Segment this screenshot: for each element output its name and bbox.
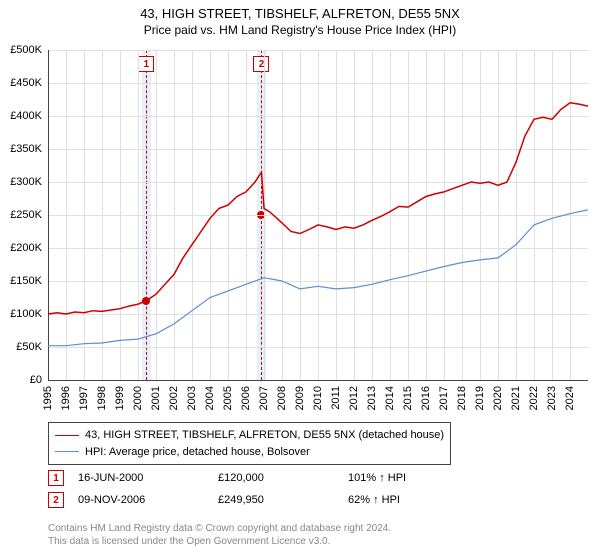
x-tick-label: 2004 xyxy=(204,386,216,410)
y-tick-label: £150K xyxy=(0,275,42,287)
x-tick-label: 2018 xyxy=(456,386,468,410)
x-tick-label: 2007 xyxy=(258,386,270,410)
gridline-h xyxy=(48,380,588,381)
x-tick-label: 2011 xyxy=(330,386,342,410)
plot-area: 12 xyxy=(48,50,588,380)
y-tick-label: £400K xyxy=(0,110,42,122)
gridline-v xyxy=(354,50,355,380)
sale-row-marker: 1 xyxy=(48,470,64,486)
gridline-v xyxy=(264,50,265,380)
sale-price: £249,950 xyxy=(218,494,348,506)
x-tick-label: 2012 xyxy=(348,386,360,410)
x-tick-label: 1996 xyxy=(60,386,72,410)
x-tick-label: 2005 xyxy=(222,386,234,410)
y-tick-label: £450K xyxy=(0,77,42,89)
sale-row: 1 16-JUN-2000£120,000101% ↑ HPI xyxy=(48,470,478,486)
gridline-v xyxy=(210,50,211,380)
legend-row: HPI: Average price, detached house, Bols… xyxy=(55,444,444,461)
legend-label: 43, HIGH STREET, TIBSHELF, ALFRETON, DE5… xyxy=(85,427,444,444)
chart-subtitle: Price paid vs. HM Land Registry's House … xyxy=(0,23,600,41)
sale-pct: 101% ↑ HPI xyxy=(348,472,478,484)
legend-box: 43, HIGH STREET, TIBSHELF, ALFRETON, DE5… xyxy=(48,422,451,465)
x-tick-label: 2015 xyxy=(402,386,414,410)
x-tick-label: 2020 xyxy=(492,386,504,410)
chart-container: 43, HIGH STREET, TIBSHELF, ALFRETON, DE5… xyxy=(0,0,600,560)
legend-label: HPI: Average price, detached house, Bols… xyxy=(85,444,310,461)
x-tick-label: 2009 xyxy=(294,386,306,410)
sale-marker-label: 2 xyxy=(253,56,269,72)
gridline-v xyxy=(336,50,337,380)
gridline-v xyxy=(390,50,391,380)
sale-pct: 62% ↑ HPI xyxy=(348,494,478,506)
y-tick-label: £250K xyxy=(0,209,42,221)
sale-price: £120,000 xyxy=(218,472,348,484)
x-tick-label: 1999 xyxy=(114,386,126,410)
y-tick-label: £300K xyxy=(0,176,42,188)
gridline-v xyxy=(462,50,463,380)
gridline-v xyxy=(426,50,427,380)
y-tick-label: £50K xyxy=(0,341,42,353)
y-tick-label: £100K xyxy=(0,308,42,320)
gridline-v xyxy=(66,50,67,380)
gridline-v xyxy=(282,50,283,380)
sale-row-marker: 2 xyxy=(48,492,64,508)
chart-title: 43, HIGH STREET, TIBSHELF, ALFRETON, DE5… xyxy=(0,0,600,23)
gridline-v xyxy=(156,50,157,380)
x-tick-label: 2016 xyxy=(420,386,432,410)
x-tick-label: 2022 xyxy=(528,386,540,410)
x-tick-label: 2002 xyxy=(168,386,180,410)
y-tick-label: £350K xyxy=(0,143,42,155)
gridline-v xyxy=(192,50,193,380)
gridline-v xyxy=(138,50,139,380)
gridline-v xyxy=(300,50,301,380)
sale-date: 09-NOV-2006 xyxy=(78,494,218,506)
legend-swatch-icon xyxy=(55,451,79,452)
x-tick-label: 2019 xyxy=(474,386,486,410)
x-tick-label: 2013 xyxy=(366,386,378,410)
gridline-v xyxy=(480,50,481,380)
x-tick-label: 2000 xyxy=(132,386,144,410)
x-tick-label: 2008 xyxy=(276,386,288,410)
footer-credits: Contains HM Land Registry data © Crown c… xyxy=(48,522,391,548)
legend-row: 43, HIGH STREET, TIBSHELF, ALFRETON, DE5… xyxy=(55,427,444,444)
gridline-v xyxy=(174,50,175,380)
gridline-v xyxy=(246,50,247,380)
gridline-v xyxy=(318,50,319,380)
legend-swatch-icon xyxy=(55,435,79,436)
sale-row: 2 09-NOV-2006£249,95062% ↑ HPI xyxy=(48,492,478,508)
gridline-v xyxy=(498,50,499,380)
x-tick-label: 2017 xyxy=(438,386,450,410)
x-tick-label: 2001 xyxy=(150,386,162,410)
x-tick-label: 2014 xyxy=(384,386,396,410)
gridline-v xyxy=(372,50,373,380)
gridline-v xyxy=(120,50,121,380)
gridline-v xyxy=(516,50,517,380)
x-tick-label: 1998 xyxy=(96,386,108,410)
y-axis-line xyxy=(48,50,49,380)
gridline-v xyxy=(570,50,571,380)
gridline-v xyxy=(552,50,553,380)
x-tick-label: 2003 xyxy=(186,386,198,410)
x-tick-label: 2021 xyxy=(510,386,522,410)
x-tick-label: 1997 xyxy=(78,386,90,410)
gridline-v xyxy=(444,50,445,380)
footer-line1: Contains HM Land Registry data © Crown c… xyxy=(48,522,391,535)
x-tick-label: 1995 xyxy=(42,386,54,410)
gridline-v xyxy=(408,50,409,380)
sale-date: 16-JUN-2000 xyxy=(78,472,218,484)
footer-line2: This data is licensed under the Open Gov… xyxy=(48,535,391,548)
y-tick-label: £500K xyxy=(0,44,42,56)
sale-marker-label: 1 xyxy=(138,56,154,72)
y-tick-label: £0 xyxy=(0,374,42,386)
gridline-v xyxy=(84,50,85,380)
x-tick-label: 2024 xyxy=(564,386,576,410)
x-tick-label: 2006 xyxy=(240,386,252,410)
gridline-v xyxy=(228,50,229,380)
x-tick-label: 2023 xyxy=(546,386,558,410)
gridline-v xyxy=(102,50,103,380)
gridline-v xyxy=(534,50,535,380)
x-tick-label: 2010 xyxy=(312,386,324,410)
y-tick-label: £200K xyxy=(0,242,42,254)
